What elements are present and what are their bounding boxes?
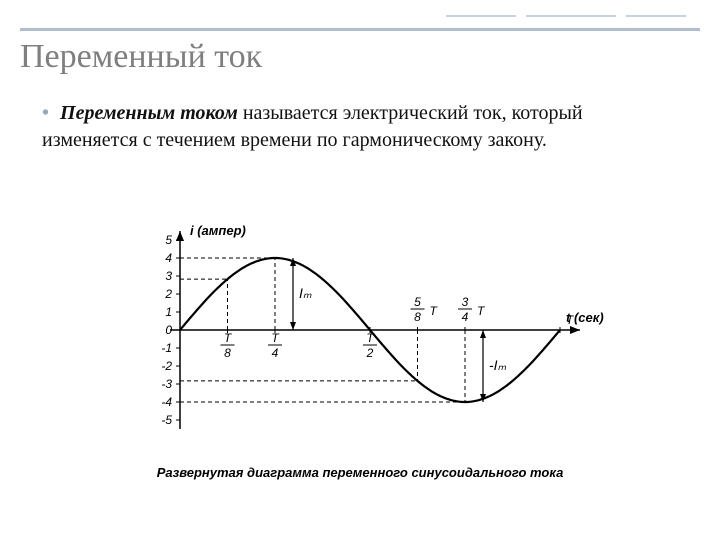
svg-text:0: 0 (165, 323, 172, 337)
chart-caption: Развернутая диаграмма переменного синусо… (0, 465, 720, 480)
svg-text:-4: -4 (161, 395, 172, 409)
accent-cell (626, 7, 686, 17)
chart-svg: 543210-1-2-3-4-5i (ампер)t (сек)Iₘ-IₘT8T… (120, 210, 620, 450)
svg-text:T: T (271, 331, 280, 345)
svg-text:5: 5 (414, 295, 421, 309)
svg-text:3: 3 (462, 295, 469, 309)
svg-text:4: 4 (165, 251, 172, 265)
svg-text:2: 2 (164, 287, 172, 301)
svg-text:T: T (430, 304, 439, 318)
svg-text:Iₘ: Iₘ (299, 285, 312, 301)
svg-text:8: 8 (414, 310, 421, 324)
definition-bullet: • Переменным током называется электричес… (42, 100, 680, 154)
page-title: Переменный ток (20, 38, 262, 76)
svg-text:-5: -5 (161, 413, 172, 427)
svg-text:4: 4 (462, 310, 469, 324)
header-rule (20, 28, 700, 31)
svg-text:8: 8 (224, 346, 231, 360)
accent-cell (526, 7, 616, 17)
svg-text:-Iₘ: -Iₘ (489, 357, 507, 373)
svg-text:i (ампер): i (ампер) (190, 223, 246, 238)
svg-text:4: 4 (272, 346, 279, 360)
svg-text:3: 3 (165, 269, 172, 283)
bullet-marker: • (42, 102, 49, 124)
svg-text:5: 5 (165, 233, 172, 247)
svg-text:1: 1 (165, 305, 172, 319)
definition-term: Переменным током (60, 102, 238, 124)
sine-chart: 543210-1-2-3-4-5i (ампер)t (сек)Iₘ-IₘT8T… (120, 210, 620, 450)
svg-text:-3: -3 (161, 377, 172, 391)
svg-text:-1: -1 (161, 341, 172, 355)
header-accent (440, 4, 700, 14)
svg-text:T: T (477, 304, 486, 318)
accent-cell (446, 7, 516, 17)
svg-text:-2: -2 (161, 359, 172, 373)
svg-text:T: T (224, 331, 233, 345)
svg-text:2: 2 (366, 346, 374, 360)
